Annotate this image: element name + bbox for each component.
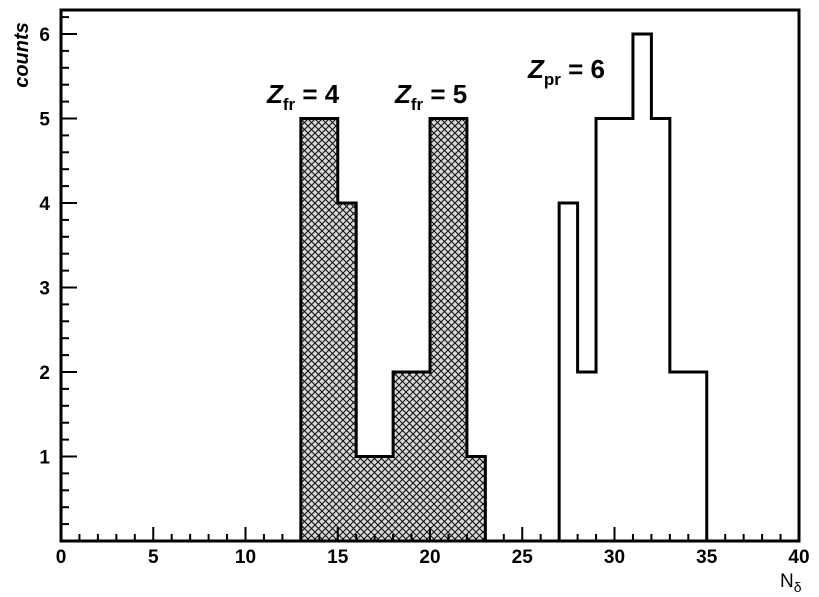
histogram-bin: [670, 372, 707, 541]
histogram-bin: [633, 34, 651, 541]
y-tick-label: 6: [39, 25, 50, 46]
series-annotation: Zfr = 5: [394, 79, 467, 114]
histogram-bin: [466, 456, 486, 541]
x-tick-label: 25: [512, 547, 534, 568]
histogram-bin: [559, 203, 577, 541]
histogram-bin: [596, 119, 633, 542]
histogram-bin: [393, 372, 430, 541]
x-axis-label-main: N: [780, 571, 794, 592]
y-axis-label: counts: [11, 22, 33, 88]
x-tick-label: 35: [696, 547, 718, 568]
histogram-bin: [578, 372, 596, 541]
y-tick-label: 4: [39, 194, 50, 215]
x-tick-label: 10: [235, 547, 256, 568]
x-tick-label: 0: [56, 547, 67, 568]
x-tick-label: 40: [788, 547, 809, 568]
histogram-bin: [356, 456, 394, 541]
histogram-bin: [651, 119, 669, 542]
y-tick-label: 5: [39, 110, 50, 131]
histogram-bin: [430, 118, 467, 541]
y-tick-label: 3: [39, 279, 50, 300]
x-tick-label: 5: [148, 547, 159, 568]
series-outline: [299, 117, 487, 541]
y-tick-label: 1: [39, 448, 50, 469]
x-axis-label: Nδ: [780, 571, 802, 595]
series-annotation: Zpr = 6: [527, 54, 605, 89]
series-annotation: Zfr = 4: [266, 79, 340, 114]
series-outline: [557, 32, 709, 541]
x-axis-label-sub: δ: [794, 579, 802, 595]
histogram-bin: [337, 203, 357, 541]
x-tick-label: 30: [604, 547, 625, 568]
y-tick-label: 2: [39, 363, 50, 384]
x-tick-label: 20: [419, 547, 440, 568]
x-tick-label: 15: [327, 547, 349, 568]
histogram-bin: [300, 118, 338, 541]
